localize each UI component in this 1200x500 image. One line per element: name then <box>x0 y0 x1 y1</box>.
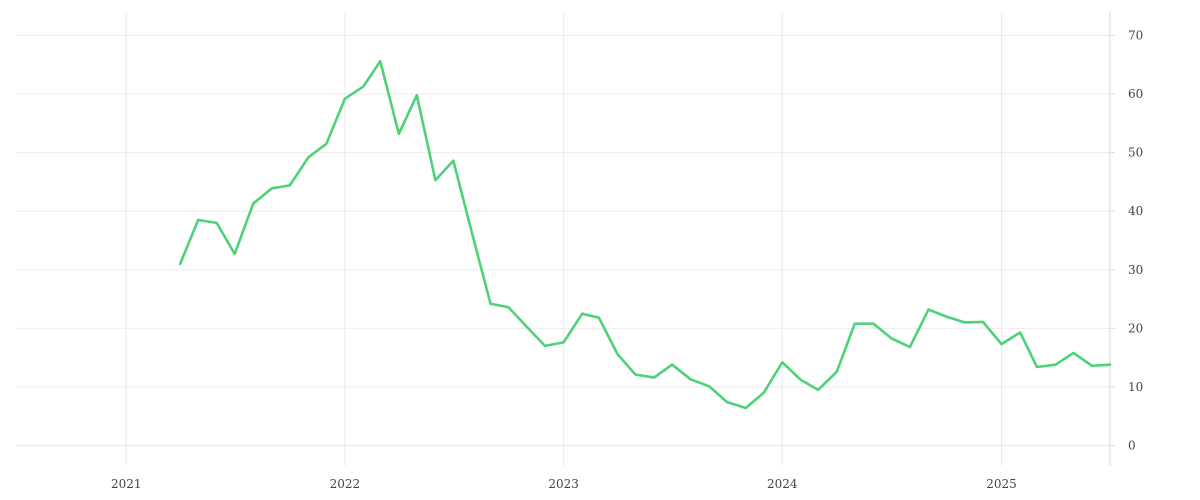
y-tick-label: 30 <box>1128 263 1143 277</box>
series-layer <box>178 59 1112 410</box>
x-tick-label: 2022 <box>330 477 361 491</box>
y-tick-label: 20 <box>1128 321 1143 335</box>
y-tick-label: 60 <box>1128 87 1143 101</box>
y-tick-label: 0 <box>1128 438 1136 452</box>
x-gridlines <box>125 12 1003 466</box>
y-gridlines <box>16 34 1110 446</box>
y-axis-ticks: 0 10 20 30 40 50 60 70 <box>1110 28 1143 452</box>
y-tick-label: 40 <box>1128 204 1143 218</box>
y-tick-label: 50 <box>1128 146 1143 160</box>
x-tick-label: 2025 <box>986 477 1017 491</box>
x-tick-label: 2021 <box>111 477 142 491</box>
x-tick-label: 2023 <box>548 477 579 491</box>
series-line <box>178 59 1112 410</box>
y-tick-label: 70 <box>1128 28 1143 42</box>
y-tick-label: 10 <box>1128 380 1143 394</box>
x-tick-label: 2024 <box>767 477 798 491</box>
x-axis-ticks: 2021 2022 2023 2024 2025 <box>111 477 1017 491</box>
